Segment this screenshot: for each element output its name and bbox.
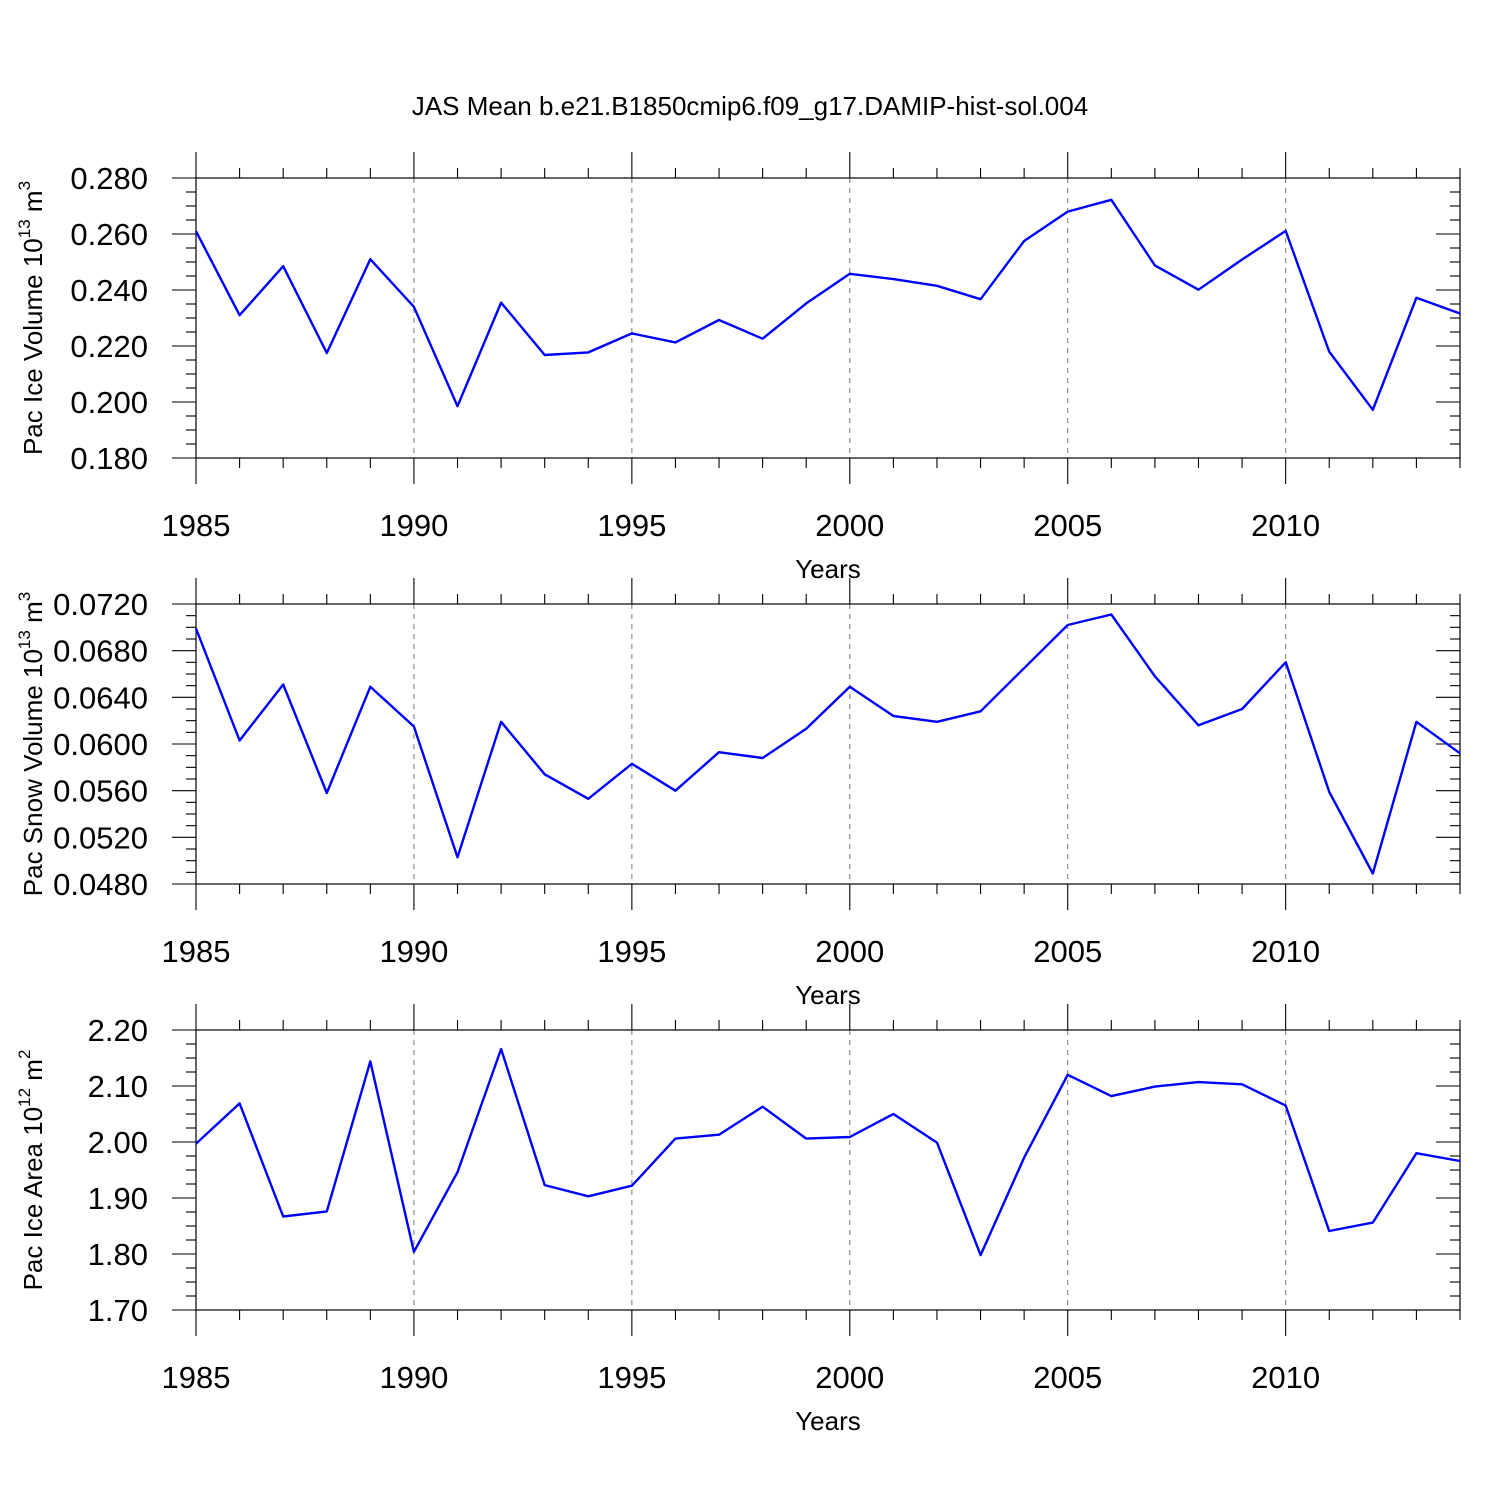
- x-tick-label: 2010: [1251, 934, 1320, 969]
- x-tick-label: 2010: [1251, 1360, 1320, 1395]
- y-tick-label: 0.260: [70, 217, 148, 252]
- y-tick-label: 0.0480: [53, 867, 148, 902]
- x-tick-label: 1990: [379, 508, 448, 543]
- x-axis-label: Years: [795, 980, 861, 1010]
- y-tick-label: 0.0600: [53, 727, 148, 762]
- y-tick-label: 1.80: [88, 1237, 148, 1272]
- x-tick-label: 2005: [1033, 1360, 1102, 1395]
- y-tick-label: 1.70: [88, 1293, 148, 1328]
- plot-frame: [195, 603, 1461, 885]
- y-tick-label: 2.10: [88, 1069, 148, 1104]
- panel-ice-volume: 0.180 0.200 0.220 0.240 0.260 0.280 1985 1990 19…: [15, 152, 1461, 584]
- plot-frame: [195, 1029, 1461, 1311]
- x-tick-label: 1985: [162, 1360, 231, 1395]
- y-axis-label: Pac Ice Area 1012 m2: [15, 1050, 48, 1291]
- y-tick-label: 0.240: [70, 273, 148, 308]
- y-axis-label: Pac Ice Volume 1013 m3: [15, 181, 48, 455]
- y-tick-label: 2.00: [88, 1125, 148, 1160]
- series-line-ice-area: [195, 1047, 1461, 1257]
- x-tick-label: 1995: [597, 508, 666, 543]
- x-tick-label: 1990: [379, 1360, 448, 1395]
- chart-title: JAS Mean b.e21.B1850cmip6.f09_g17.DAMIP-…: [412, 91, 1088, 121]
- y-tick-label: 0.0560: [53, 774, 148, 809]
- x-tick-label: 1995: [597, 934, 666, 969]
- x-tick-label: 2000: [815, 508, 884, 543]
- series-line-snow-volume: [194, 613, 1461, 875]
- x-tick-label: 1985: [162, 508, 231, 543]
- y-tick-label: 0.0520: [53, 820, 148, 855]
- x-tick-label: 2000: [815, 1360, 884, 1395]
- x-tick-label: 2005: [1033, 508, 1102, 543]
- panel-ice-area: 1.70 1.80 1.90 2.00 2.10 2.20 1985 1990 1995 2000…: [15, 1004, 1461, 1436]
- y-axis-label: Pac Snow Volume 1013 m3: [15, 592, 48, 896]
- x-axis-label: Years: [795, 554, 861, 584]
- x-tick-label: 1990: [379, 934, 448, 969]
- x-tick-label: 2000: [815, 934, 884, 969]
- y-tick-label: 0.0640: [53, 680, 148, 715]
- y-tick-label: 0.220: [70, 329, 148, 364]
- series-line-ice-volume: [194, 198, 1461, 411]
- x-tick-label: 1995: [597, 1360, 666, 1395]
- y-tick-label: 0.280: [70, 161, 148, 196]
- panel-snow-volume: 0.0480 0.0520 0.0560 0.0600 0.0640 0.0680 0.07…: [15, 578, 1461, 1010]
- y-tick-label: 0.200: [70, 385, 148, 420]
- y-tick-label: 1.90: [88, 1181, 148, 1216]
- y-tick-label: 0.0680: [53, 634, 148, 669]
- y-tick-label: 2.20: [88, 1013, 148, 1048]
- x-tick-label: 1985: [162, 934, 231, 969]
- y-tick-label: 0.180: [70, 441, 148, 476]
- x-axis-label: Years: [795, 1406, 861, 1436]
- plot-frame: [195, 177, 1461, 459]
- x-tick-label: 2010: [1251, 508, 1320, 543]
- x-tick-label: 2005: [1033, 934, 1102, 969]
- y-tick-label: 0.0720: [53, 587, 148, 622]
